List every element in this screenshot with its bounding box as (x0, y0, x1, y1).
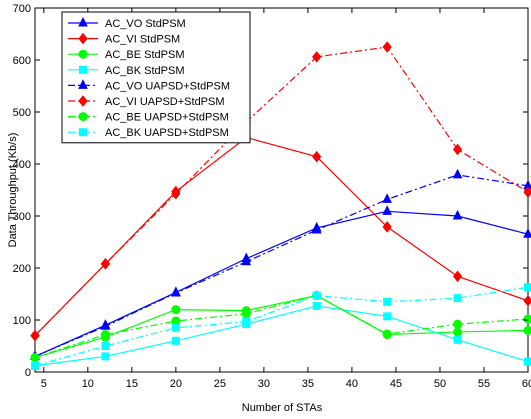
data-point (382, 193, 392, 203)
data-point (524, 357, 531, 366)
data-point (524, 283, 531, 292)
data-point (311, 223, 322, 234)
y-axis-label: Data Throughput (Kb/s) (7, 133, 19, 248)
data-point (523, 228, 531, 238)
data-point (452, 168, 463, 179)
data-point (452, 143, 463, 156)
data-point (312, 301, 321, 310)
data-point (100, 258, 111, 270)
data-point (453, 335, 462, 344)
y-tick-label: 700 (13, 3, 31, 15)
data-point (383, 297, 392, 306)
x-tick-label: 60 (522, 378, 531, 390)
x-tick-label: 10 (82, 378, 94, 390)
x-tick-label: 50 (434, 378, 446, 390)
series-8 (31, 283, 531, 370)
data-point (171, 187, 181, 200)
data-point (452, 209, 463, 220)
data-point (312, 51, 322, 63)
x-tick-label: 20 (170, 378, 182, 390)
x-tick-label: 35 (302, 378, 314, 390)
data-point (101, 352, 110, 361)
legend-box (61, 11, 251, 144)
y-tick-label: 0 (25, 367, 31, 379)
legend-marker (79, 128, 87, 137)
legend-marker (79, 65, 87, 74)
data-point (242, 317, 251, 326)
data-point (523, 314, 531, 324)
legend-label: AC_VI StdPSM (105, 34, 180, 46)
x-tick-label: 40 (346, 378, 358, 390)
legend-label: AC_BE UAPSD+StdPSM (105, 112, 229, 124)
data-point (452, 270, 463, 283)
legend-label: AC_BE StdPSM (105, 49, 184, 61)
y-tick-label: 600 (13, 55, 31, 67)
data-point (453, 327, 463, 337)
legend-label: AC_VI UAPSD+StdPSM (105, 96, 225, 108)
data-point (101, 342, 110, 350)
data-point (523, 325, 531, 335)
data-point (100, 320, 111, 330)
y-tick-label: 200 (13, 263, 31, 275)
legend-marker (78, 112, 88, 122)
data-point (382, 205, 392, 215)
series-4 (31, 301, 531, 370)
series-line (34, 286, 529, 367)
legend-marker (78, 16, 88, 27)
y-tick-label: 400 (13, 159, 31, 171)
x-tick-label: 25 (214, 378, 226, 390)
series-line (34, 174, 529, 357)
data-point (241, 309, 251, 319)
data-point (382, 221, 392, 233)
data-point (30, 329, 40, 342)
data-point (382, 329, 392, 339)
x-tick-label: 55 (478, 378, 490, 390)
data-point (383, 312, 392, 321)
series-line (34, 305, 529, 367)
series-line (34, 46, 529, 337)
legend-label: AC_BK StdPSM (105, 65, 184, 77)
data-point (312, 291, 321, 300)
legend-label: AC_BK UAPSD+StdPSM (105, 127, 229, 139)
y-tick-label: 100 (13, 315, 31, 327)
data-point (382, 41, 392, 53)
series-line (34, 294, 529, 359)
legend-marker (78, 32, 88, 45)
data-point (241, 255, 252, 266)
series-line (34, 210, 529, 357)
data-point (523, 294, 531, 307)
legend-marker (78, 95, 88, 107)
data-point (171, 305, 181, 315)
x-tick-label: 30 (258, 378, 270, 390)
legend-marker (78, 49, 88, 59)
x-tick-label: 15 (126, 378, 138, 390)
legend-label: AC_VO UAPSD+StdPSM (105, 80, 230, 92)
data-point (171, 286, 181, 297)
data-point (312, 150, 322, 163)
series-layer (30, 41, 531, 370)
x-axis-label: Number of STAs (242, 402, 323, 414)
series-line (34, 136, 529, 337)
data-point (171, 336, 180, 345)
axis-ticks: 5101520253035404550556001002003004005006… (13, 3, 531, 390)
data-point (31, 361, 39, 370)
data-point (453, 319, 463, 329)
legend: AC_VO StdPSM AC_VI StdPSM AC_BE StdPSM AC_B… (61, 11, 251, 144)
legend-label: AC_VO StdPSM (105, 18, 186, 30)
x-tick-label: 5 (41, 378, 47, 390)
x-tick-label: 45 (390, 378, 402, 390)
y-tick-label: 500 (13, 107, 31, 119)
data-point (171, 323, 180, 332)
y-tick-label: 300 (13, 211, 31, 223)
data-point (100, 330, 110, 340)
data-point (30, 352, 40, 362)
legend-marker (78, 79, 88, 89)
data-point (453, 294, 462, 303)
series-2 (30, 131, 531, 342)
